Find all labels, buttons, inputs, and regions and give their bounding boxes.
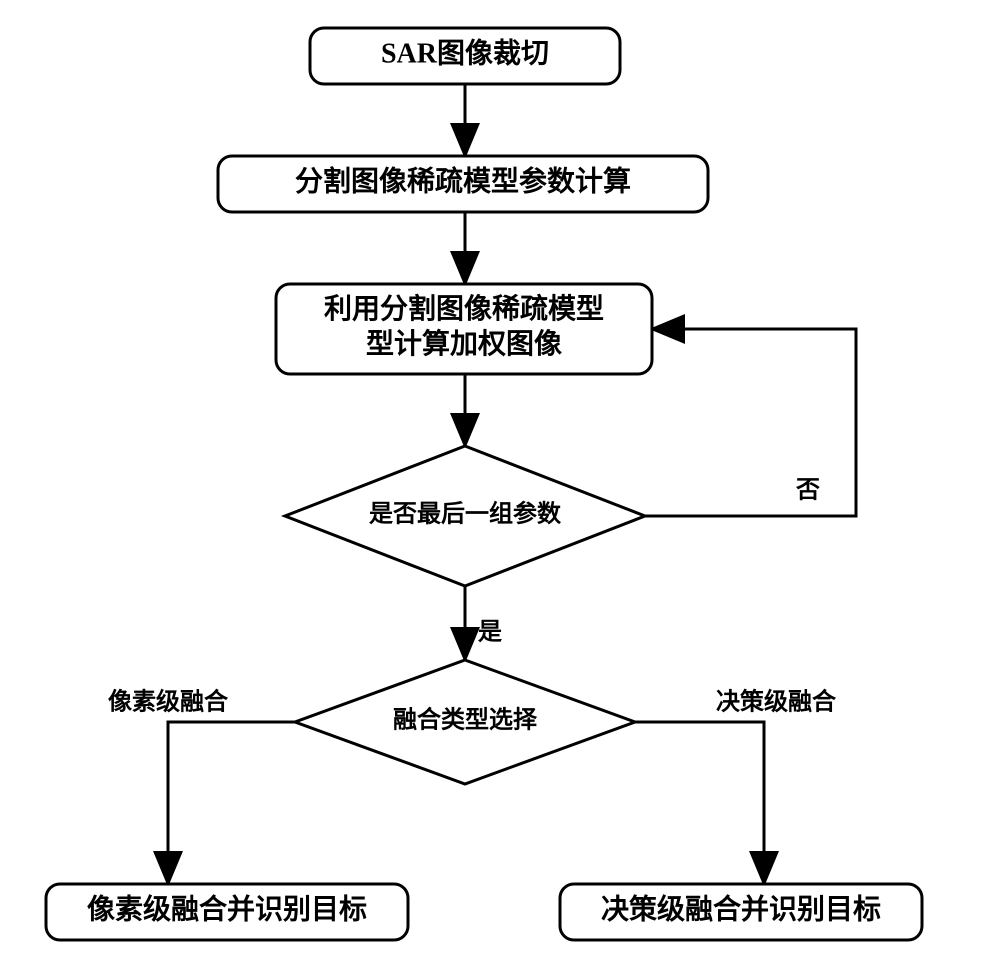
pixel_out-text: 像素级融合并识别目标: [87, 892, 367, 925]
edge-label-4: 否: [795, 478, 820, 504]
dec_fuse-text: 融合类型选择: [393, 706, 538, 734]
edge-4: [645, 329, 856, 516]
edge-label-3: 是: [478, 620, 502, 646]
dec_last-text: 是否最后一组参数: [369, 500, 562, 528]
edge-label-6: 决策级融合: [716, 688, 837, 716]
edge-label-5: 像素级融合: [108, 688, 229, 716]
dec_out-text: 决策级融合并识别目标: [601, 892, 881, 925]
edge-5: [168, 722, 295, 884]
crop-text: SAR图像裁切: [381, 37, 549, 69]
weighted-text-1: 型计算加权图像: [366, 327, 563, 360]
weighted-text-0: 利用分割图像稀疏模型: [324, 292, 604, 325]
edge-6: [635, 722, 764, 884]
params-text: 分割图像稀疏模型参数计算: [295, 164, 631, 197]
